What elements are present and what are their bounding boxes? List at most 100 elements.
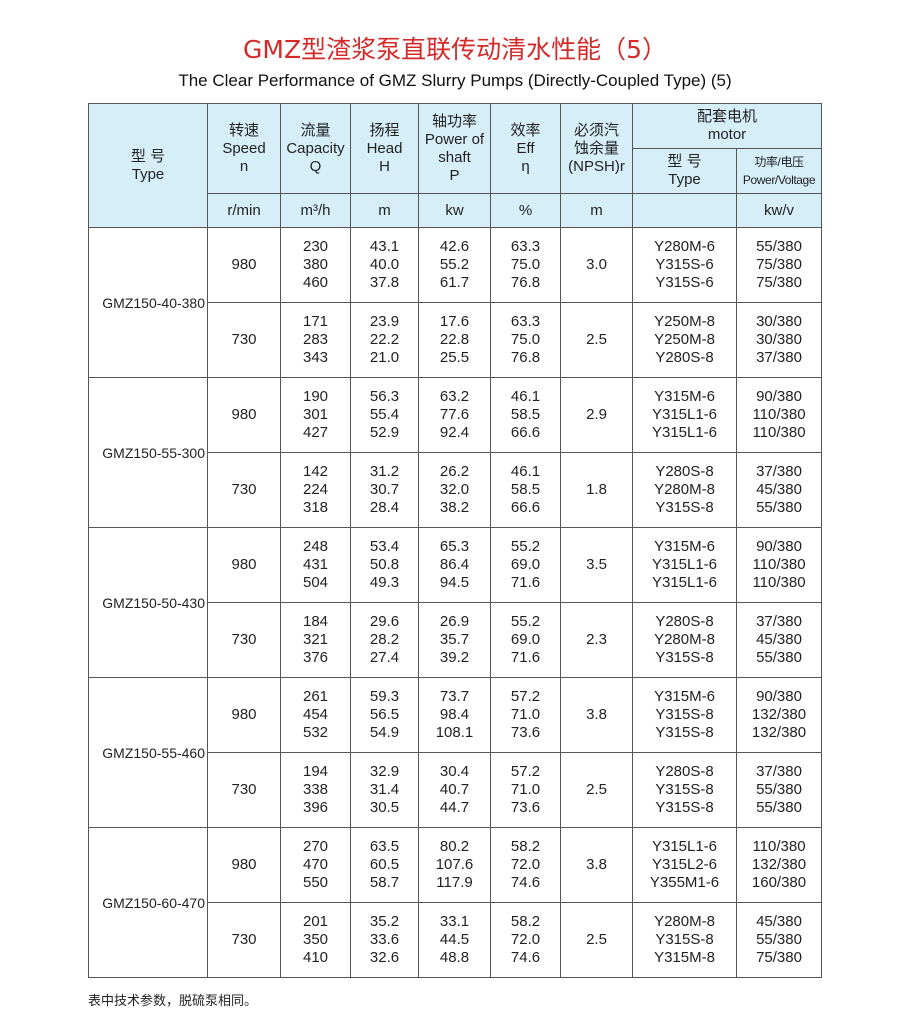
motor-type-cell: Y280M-6 Y315S-6 Y315S-6 [632,227,737,303]
performance-table: 型 号 Type 转速 Speed n 流量 Capacity Q 扬程 Head H 轴功率 Powe… [88,103,823,978]
npsh-cell: 2.5 [560,752,633,828]
header-npsh: 必须汽 蚀余量 (NPSH)r [560,103,633,194]
motor-type-value: Y315S-8 [655,799,714,816]
motor-type-value: Y280S-8 [655,349,714,366]
model-name: GMZ150-55-460 [88,677,208,828]
header-text: P [449,166,460,184]
table-row: GMZ150-55-300 980 190 301 427 56.3 55.4 52.9 63.… [88,377,823,528]
motor-type-value: Y280S-8 [655,463,714,480]
table-row: 730 171 283 343 23.9 22.2 21.0 17.6 22.8 25.5 63.3… [89,302,823,378]
motor-type-value: Y315L1-6 [651,424,718,441]
motor-type-value: Y315S-8 [655,724,714,741]
capacity-value: 230 [302,238,329,255]
speed-cell: 980 [207,377,281,453]
power-value: 92.4 [439,424,470,441]
motor-type-value: Y315M-6 [654,388,715,405]
capacity-value: 431 [302,556,329,573]
capacity-value: 171 [302,313,329,330]
header-speed: 转速 Speed n [207,103,281,194]
power-value: 17.6 [439,313,470,330]
table-row: 730 194 338 396 32.9 31.4 30.5 30.4 40.7 44.7 57.2… [89,752,823,828]
power-value: 80.2 [439,838,470,855]
motor-pv-cell: 90/380 132/380 132/380 [735,677,823,753]
efficiency-value: 71.6 [510,649,541,666]
header-motor-pv: 功率/电压 Power/Voltage [735,148,823,194]
power-value: 107.6 [435,856,474,873]
motor-type-value: Y280M-8 [654,631,715,648]
efficiency-cell: 55.2 69.0 71.6 [490,602,561,678]
efficiency-value: 46.1 [510,388,541,405]
header-text: H [379,157,390,175]
head-value: 32.6 [369,949,400,966]
capacity-value: 350 [302,931,329,948]
head-value: 28.4 [369,499,400,516]
head-value: 40.0 [369,256,400,273]
unit-motor-type [632,193,737,228]
power-value: 32.0 [439,481,470,498]
capacity-value: 343 [302,349,329,366]
motor-pv-cell: 37/380 45/380 55/380 [735,602,823,678]
header-text: Type [131,165,165,183]
unit-eff: % [490,193,561,228]
efficiency-value: 58.2 [510,838,541,855]
head-value: 43.1 [369,238,400,255]
header-text: Head [366,139,403,157]
power-value: 26.2 [439,463,470,480]
motor-type-value: Y315L1-6 [651,406,718,423]
motor-pv-value: 30/380 [756,331,802,348]
motor-pv-value: 110/380 [752,556,806,573]
power-value: 77.6 [439,406,470,423]
motor-type-value: Y315S-8 [655,931,714,948]
efficiency-value: 63.3 [510,238,541,255]
header-text: 型 号 [667,153,702,170]
motor-type-value: Y315S-6 [655,274,714,291]
motor-pv-value: 132/380 [751,856,807,873]
capacity-value: 190 [302,388,329,405]
head-value: 49.3 [369,574,400,591]
power-value: 40.7 [439,781,470,798]
unit-speed: r/min [207,193,281,228]
motor-type-value: Y315L1-6 [651,574,718,591]
speed-cell: 730 [207,602,281,678]
efficiency-value: 57.2 [510,688,541,705]
capacity-cell: 190 301 427 [280,377,351,453]
head-value: 52.9 [369,424,400,441]
model-name: GMZ150-60-470 [88,827,208,978]
header-text: 蚀余量 [573,139,619,157]
power-value: 48.8 [439,949,470,966]
power-value: 44.5 [439,931,470,948]
efficiency-cell: 63.3 75.0 76.8 [490,302,561,378]
motor-pv-value: 75/380 [756,274,802,291]
motor-pv-cell: 37/380 55/380 55/380 [735,752,823,828]
head-value: 31.2 [369,463,400,480]
speed-cell: 730 [207,902,281,978]
capacity-value: 321 [302,631,329,648]
motor-pv-value: 37/380 [756,463,802,480]
efficiency-cell: 46.1 58.5 66.6 [490,452,561,528]
head-value: 30.7 [369,481,400,498]
motor-pv-value: 110/380 [752,424,806,441]
head-cell: 35.2 33.6 32.6 [350,902,419,978]
efficiency-cell: 55.2 69.0 71.6 [490,527,561,603]
header-text: Capacity [286,139,345,157]
power-value: 108.1 [435,724,474,741]
unit-power: kw [418,193,491,228]
motor-pv-value: 45/380 [756,631,802,648]
unit-motor-pv: kw/v [735,193,823,228]
table-row: 730 142 224 318 31.2 30.7 28.4 26.2 32.0 38.2 46.1… [89,452,823,528]
efficiency-value: 73.6 [510,724,541,741]
motor-type-value: Y315S-8 [655,649,714,666]
motor-type-value: Y280S-8 [655,613,714,630]
unit-npsh: m [560,193,633,228]
motor-pv-value: 110/380 [752,574,806,591]
efficiency-value: 71.0 [510,781,541,798]
motor-pv-value: 160/380 [751,874,807,891]
motor-pv-value: 90/380 [756,538,802,555]
power-value: 98.4 [439,706,470,723]
motor-type-cell: Y315M-6 Y315L1-6 Y315L1-6 [632,527,737,603]
motor-pv-value: 45/380 [756,913,802,930]
head-cell: 29.6 28.2 27.4 [350,602,419,678]
motor-type-value: Y315L1-6 [651,556,718,573]
power-value: 73.7 [439,688,470,705]
capacity-cell: 248 431 504 [280,527,351,603]
